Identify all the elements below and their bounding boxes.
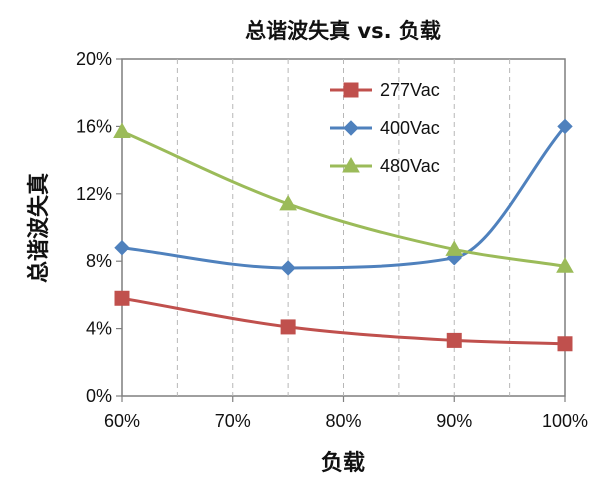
x-tick-label: 80% [325,411,361,431]
data-point [557,118,573,135]
data-point [280,319,296,335]
legend-swatch-marker [343,82,359,98]
y-axis-title: 总谐波失真 [26,173,52,283]
data-point [114,290,130,306]
legend-label: 400Vac [380,118,440,138]
legend: 277Vac 400Vac 480Vac [330,80,440,176]
data-point [445,240,464,256]
legend-item: 277Vac [330,80,440,100]
legend-label: 277Vac [380,80,440,100]
data-point [557,336,573,352]
data-point [114,240,130,256]
series-480Vac [113,122,574,273]
series-line [121,125,567,270]
data-point [280,260,296,276]
y-tick-label: 8% [86,251,112,271]
data-point [446,332,462,348]
data-point [113,122,131,138]
y-tick-label: 0% [86,386,112,406]
x-tick-label: 90% [436,411,472,431]
chart-title: 总谐波失真 vs. 负载 [245,19,441,43]
y-tick-label: 16% [76,116,112,136]
series-400Vac [114,118,573,276]
y-tick-label: 4% [86,319,112,339]
series-layer [113,118,574,352]
x-tick-label: 60% [104,411,140,431]
legend-swatch-marker [343,120,359,136]
legend-item: 400Vac [330,118,440,138]
x-tick-label: 100% [542,411,588,431]
legend-item: 480Vac [330,156,440,176]
legend-swatch-marker [342,156,360,173]
series-277Vac [114,290,573,352]
series-line [121,296,566,346]
series-line [121,130,566,268]
y-tick-label: 12% [76,184,112,204]
legend-label: 480Vac [380,156,440,176]
x-axis-title: 负载 [321,450,365,476]
plot-area [121,58,566,397]
y-axis-ticks: 0% 4% 8% 12% 16% 20% [76,49,122,406]
data-point [279,194,297,211]
x-axis-ticks: 60% 70% 80% 90% 100% [104,396,588,431]
x-tick-label: 70% [215,411,251,431]
data-point [556,257,574,273]
y-tick-label: 20% [76,49,112,69]
